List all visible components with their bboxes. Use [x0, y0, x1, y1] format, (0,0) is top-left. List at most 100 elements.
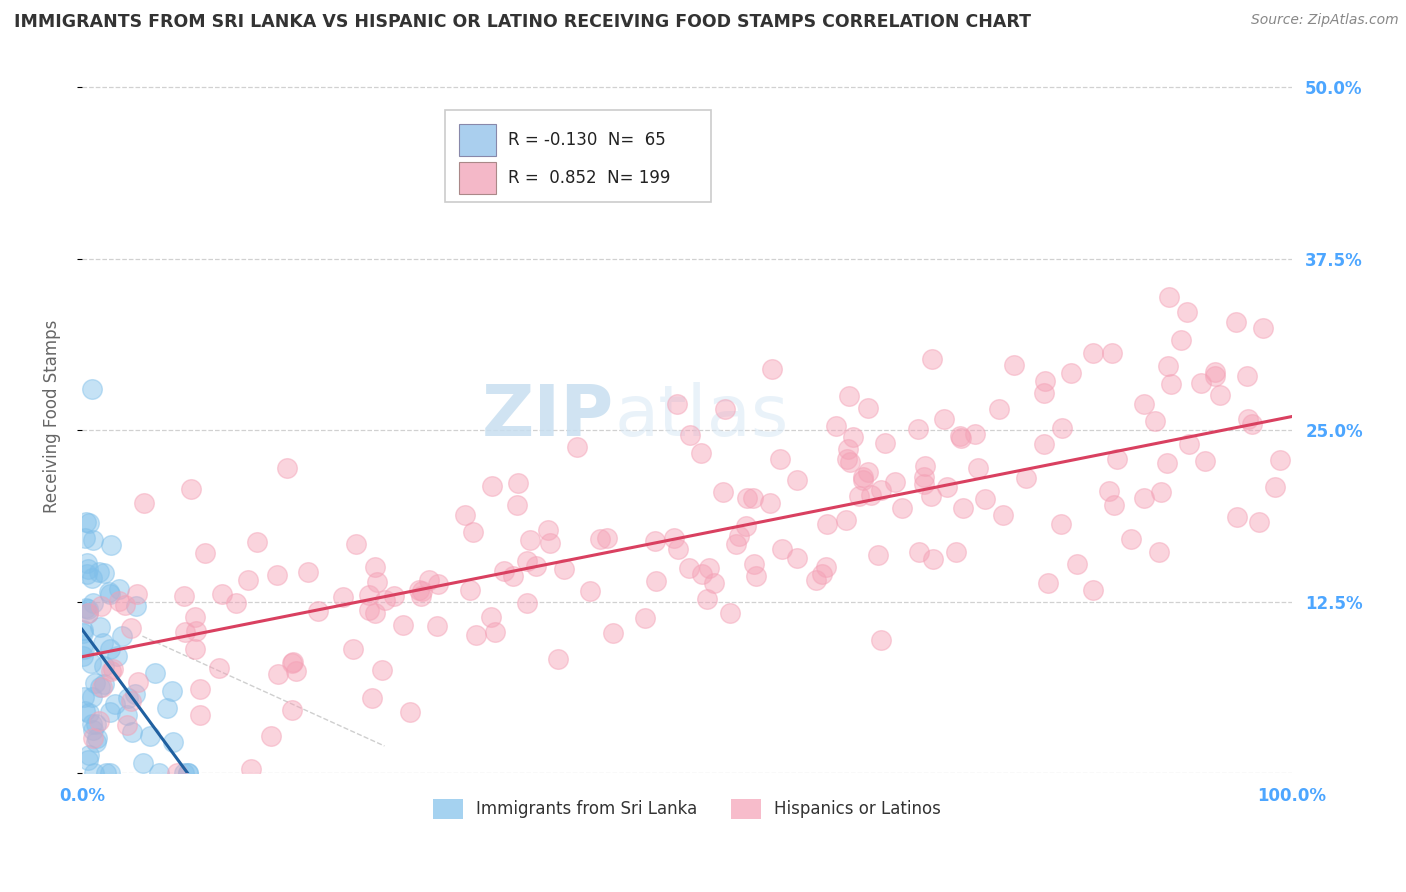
Point	[211, 587, 233, 601]
Point	[117, 690, 139, 705]
Point	[73, 641, 96, 656]
Point	[1204, 368, 1226, 383]
Point	[240, 762, 263, 776]
Point	[481, 479, 503, 493]
Point	[835, 452, 858, 467]
Point	[82, 723, 104, 737]
Point	[952, 501, 974, 516]
Point	[281, 656, 304, 670]
Point	[479, 609, 502, 624]
Point	[1083, 346, 1105, 360]
Point	[188, 708, 211, 723]
Point	[1150, 484, 1173, 499]
Point	[101, 662, 124, 676]
Point	[815, 516, 838, 531]
Point	[1132, 397, 1154, 411]
Point	[77, 606, 100, 620]
Point	[94, 766, 117, 780]
Point	[744, 568, 766, 582]
Point	[342, 642, 364, 657]
Point	[458, 583, 481, 598]
Point	[143, 665, 166, 680]
Point	[1066, 558, 1088, 572]
Point	[194, 546, 217, 560]
Point	[370, 663, 392, 677]
Point	[100, 664, 122, 678]
Point	[1236, 369, 1258, 384]
Point	[75, 515, 97, 529]
Point	[856, 466, 879, 480]
Point	[786, 550, 808, 565]
Point	[90, 599, 112, 613]
Point	[225, 596, 247, 610]
Point	[409, 589, 432, 603]
Point	[484, 624, 506, 639]
Point	[689, 446, 711, 460]
Point	[711, 485, 734, 500]
FancyBboxPatch shape	[444, 110, 711, 202]
Point	[176, 766, 198, 780]
Point	[967, 461, 990, 475]
Point	[166, 766, 188, 780]
Point	[1119, 532, 1142, 546]
Point	[1204, 365, 1226, 379]
Point	[98, 642, 121, 657]
Point	[1251, 321, 1274, 335]
Point	[920, 489, 942, 503]
Point	[114, 599, 136, 613]
FancyBboxPatch shape	[460, 124, 496, 156]
Point	[139, 729, 162, 743]
Point	[111, 629, 134, 643]
Point	[80, 656, 103, 670]
Text: R =  0.852  N= 199: R = 0.852 N= 199	[508, 169, 671, 187]
Point	[848, 489, 870, 503]
Point	[464, 628, 486, 642]
Point	[516, 553, 538, 567]
Point	[912, 477, 935, 491]
Point	[1014, 471, 1036, 485]
Point	[907, 422, 929, 436]
FancyBboxPatch shape	[460, 161, 496, 194]
Point	[770, 541, 793, 556]
Point	[80, 690, 103, 705]
Point	[108, 593, 131, 607]
Point	[91, 636, 114, 650]
Point	[174, 624, 197, 639]
Point	[1237, 411, 1260, 425]
Point	[266, 667, 288, 681]
Point	[82, 533, 104, 547]
Point	[120, 621, 142, 635]
Point	[411, 583, 433, 598]
Point	[834, 513, 856, 527]
Point	[1156, 456, 1178, 470]
Point	[884, 475, 907, 489]
Point	[1098, 484, 1121, 499]
Point	[1189, 376, 1212, 391]
Point	[516, 596, 538, 610]
Point	[84, 717, 107, 731]
Point	[565, 440, 588, 454]
Point	[690, 567, 713, 582]
Point	[697, 561, 720, 575]
Point	[727, 529, 749, 543]
Point	[553, 562, 575, 576]
Point	[91, 680, 114, 694]
Point	[357, 603, 380, 617]
Point	[735, 491, 758, 506]
Point	[519, 533, 541, 548]
Point	[115, 707, 138, 722]
Point	[427, 577, 450, 591]
Point	[804, 573, 827, 587]
Point	[914, 458, 936, 473]
Point	[344, 537, 367, 551]
Text: IMMIGRANTS FROM SRI LANKA VS HISPANIC OR LATINO RECEIVING FOOD STAMPS CORRELATIO: IMMIGRANTS FROM SRI LANKA VS HISPANIC OR…	[14, 13, 1031, 31]
Point	[869, 633, 891, 648]
Point	[852, 473, 875, 487]
Point	[134, 496, 156, 510]
Point	[418, 573, 440, 587]
Point	[76, 567, 98, 582]
Point	[1156, 359, 1178, 373]
Point	[842, 430, 865, 444]
Point	[1036, 575, 1059, 590]
Point	[184, 624, 207, 638]
